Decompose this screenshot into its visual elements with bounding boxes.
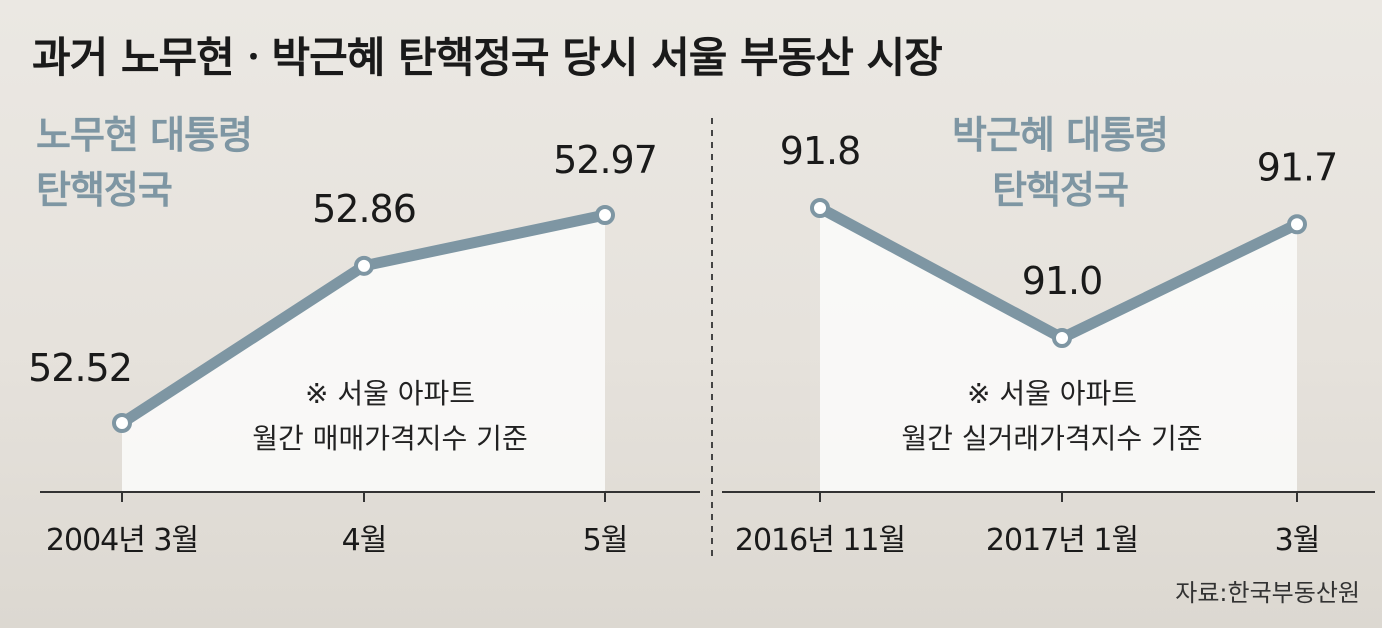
note-line: ※ 서울 아파트 [305, 377, 475, 410]
panel-title-line: 탄핵정국 [992, 168, 1128, 212]
x-tick-label: 2017년 1월 [986, 523, 1138, 558]
data-point [1052, 328, 1072, 348]
panel-title-line: 노무현 대통령 [36, 113, 252, 157]
note-line: 월간 매매가격지수 기준 [252, 422, 527, 455]
data-point [354, 255, 374, 276]
note-line: 월간 실거래가격지수 기준 [901, 422, 1202, 455]
data-point [1287, 214, 1307, 235]
data-point [810, 198, 830, 218]
area-fill [122, 215, 605, 492]
x-tick-label: 2004년 3월 [46, 523, 198, 558]
data-label: 52.97 [553, 138, 657, 182]
data-label: 91.8 [780, 129, 861, 173]
area-fill [820, 208, 1297, 492]
source-note: 자료:한국부동산원 [1175, 579, 1360, 607]
data-label: 91.0 [1022, 259, 1103, 303]
data-point [595, 205, 615, 225]
data-label: 52.52 [28, 346, 132, 390]
x-tick-label: 5월 [583, 523, 628, 558]
data-label: 52.86 [312, 187, 416, 231]
x-tick-label: 3월 [1275, 523, 1320, 558]
x-tick-label: 4월 [342, 523, 387, 558]
chart-title: 과거 노무현ㆍ박근혜 탄핵정국 당시 서울 부동산 시장 [32, 33, 943, 82]
data-point [112, 413, 132, 433]
panel-title-line: 박근혜 대통령 [952, 113, 1168, 157]
panel-title-line: 탄핵정국 [36, 168, 172, 212]
x-tick-label: 2016년 11월 [735, 523, 905, 558]
data-label: 91.7 [1257, 145, 1338, 189]
note-line: ※ 서울 아파트 [967, 377, 1137, 410]
